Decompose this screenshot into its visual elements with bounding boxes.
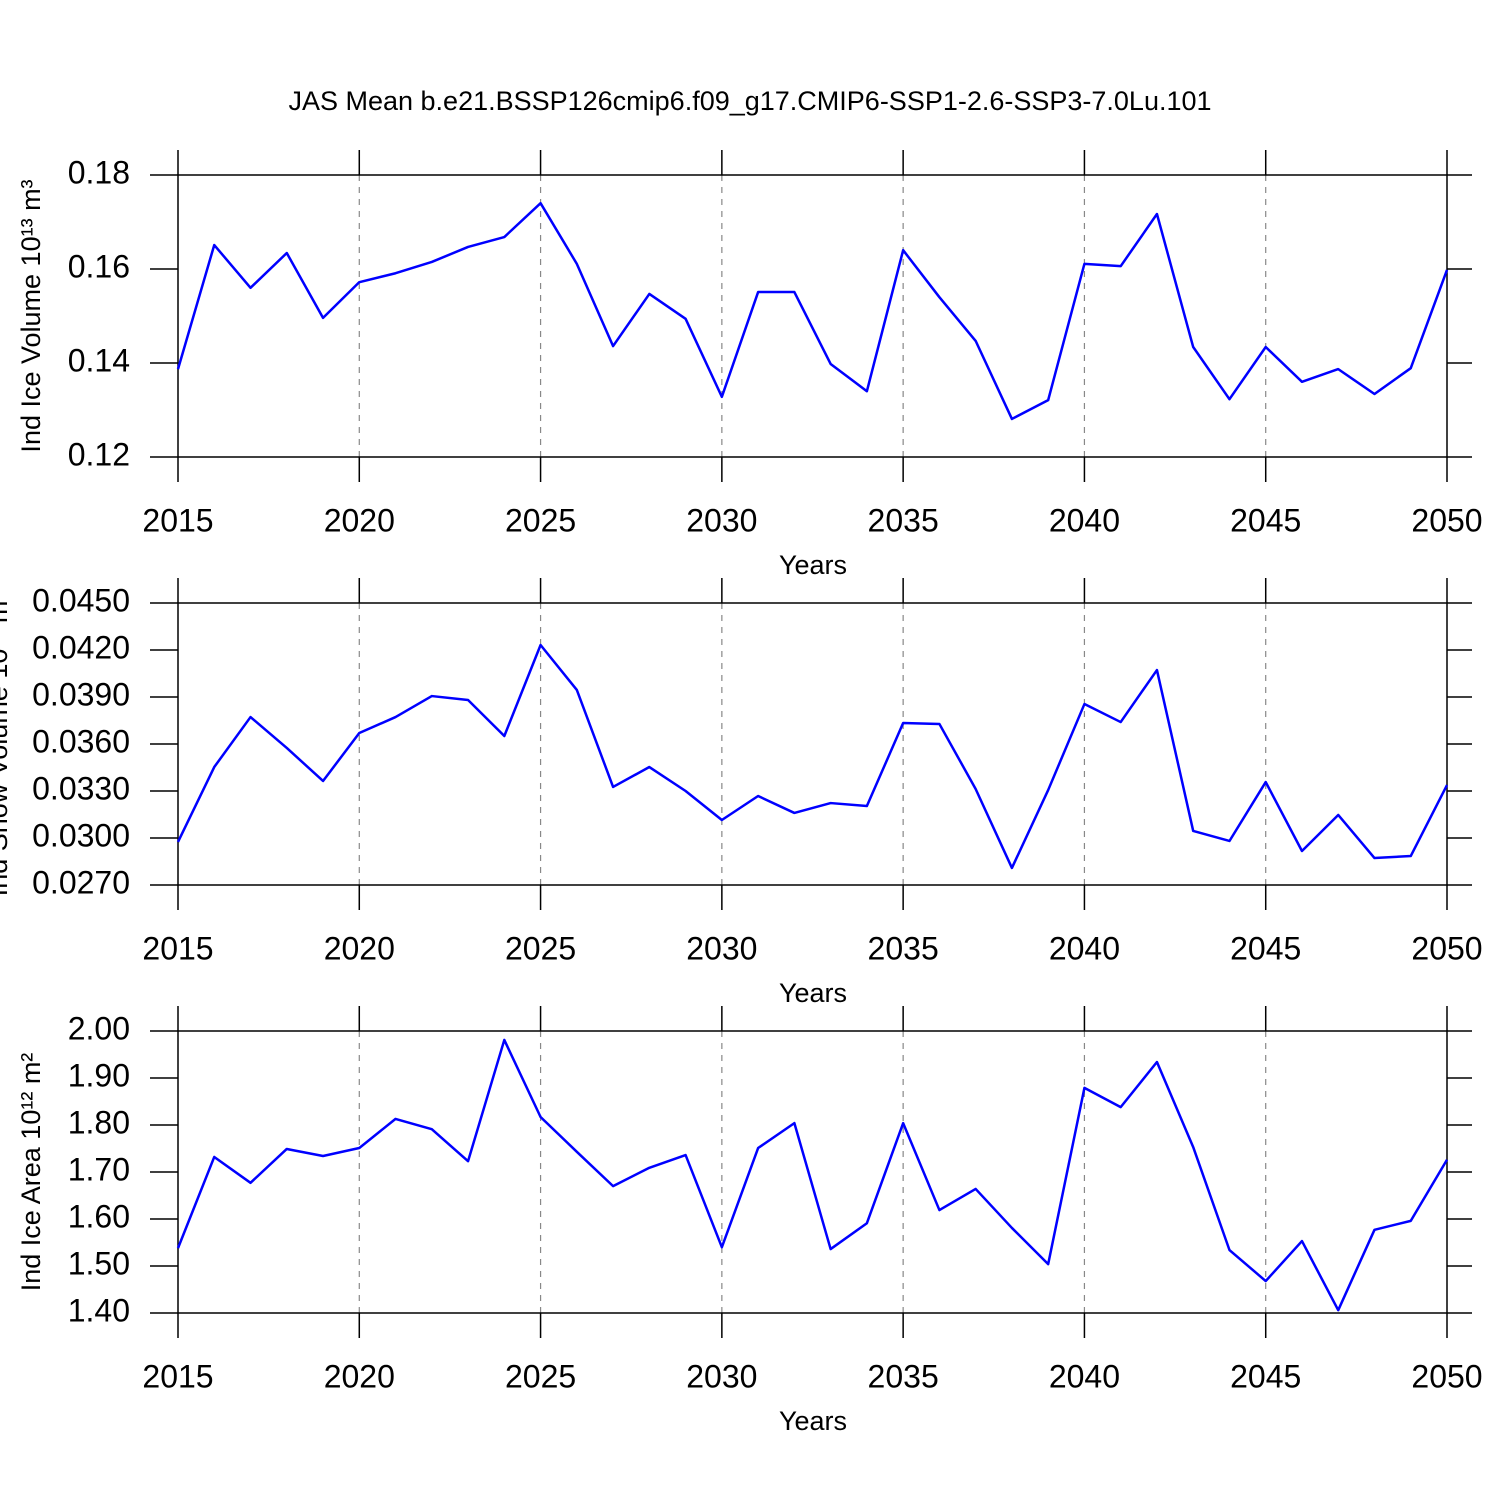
y-tick-label: 1.70: [68, 1151, 130, 1187]
data-line: [176, 643, 1449, 870]
y-tick-label: 2.00: [68, 1010, 130, 1046]
x-tick-label: 2045: [1230, 502, 1301, 538]
x-tick-label: 2040: [1049, 1358, 1120, 1394]
plot-frame: [177, 1030, 1448, 1314]
panel: 2015 2020 2025 2030 2035 2040 2045 2050 0.12 0.14…: [16, 150, 1483, 580]
x-axis-label: Years: [779, 1406, 847, 1436]
y-tick-label: 0.14: [68, 342, 130, 378]
x-tick-label: 2045: [1230, 1358, 1301, 1394]
y-tick-label: 0.0420: [32, 629, 130, 665]
x-axis-label: Years: [779, 550, 847, 580]
x-tick-label: 2050: [1411, 1358, 1482, 1394]
y-axis-label: Ind Ice Area 10¹² m²: [16, 1053, 46, 1292]
x-tick-label: 2040: [1049, 502, 1120, 538]
x-tick-label: 2035: [868, 502, 939, 538]
x-tick-label: 2020: [324, 502, 395, 538]
x-tick-label: 2030: [686, 502, 757, 538]
data-line: [176, 1038, 1449, 1312]
y-tick-label: 1.80: [68, 1104, 130, 1140]
y-tick-label: 0.0390: [32, 676, 130, 712]
x-tick-label: 2015: [142, 1358, 213, 1394]
y-tick-label: 0.0360: [32, 723, 130, 759]
y-tick-label: 0.0330: [32, 770, 130, 806]
y-tick-label: 0.0300: [32, 817, 130, 853]
y-tick-label: 0.12: [68, 436, 130, 472]
panel: 2015 2020 2025 2030 2035 2040 2045 2050 0.0270 0.…: [0, 578, 1483, 1008]
x-tick-label: 2035: [868, 1358, 939, 1394]
x-tick-label: 2025: [505, 930, 576, 966]
x-tick-label: 2015: [142, 502, 213, 538]
x-tick-label: 2030: [686, 1358, 757, 1394]
plot-frame: [177, 602, 1448, 886]
y-tick-label: 1.40: [68, 1292, 130, 1328]
x-tick-label: 2035: [868, 930, 939, 966]
x-tick-label: 2050: [1411, 502, 1482, 538]
x-tick-label: 2020: [324, 930, 395, 966]
x-tick-label: 2020: [324, 1358, 395, 1394]
y-axis-label: Ind Snow Volume 10¹³ m³: [0, 592, 13, 897]
x-tick-label: 2025: [505, 1358, 576, 1394]
y-tick-label: 0.0270: [32, 864, 130, 900]
x-tick-label: 2040: [1049, 930, 1120, 966]
plot-frame: [177, 174, 1448, 458]
x-tick-label: 2045: [1230, 930, 1301, 966]
x-tick-label: 2030: [686, 930, 757, 966]
x-tick-label: 2015: [142, 930, 213, 966]
y-tick-label: 0.0450: [32, 582, 130, 618]
y-tick-label: 0.18: [68, 154, 130, 190]
y-tick-label: 1.90: [68, 1057, 130, 1093]
chart-title: JAS Mean b.e21.BSSP126cmip6.f09_g17.CMIP…: [288, 86, 1211, 116]
y-tick-label: 1.60: [68, 1198, 130, 1234]
panel: 2015 2020 2025 2030 2035 2040 2045 2050 1.40 1.50…: [16, 1006, 1483, 1436]
y-tick-label: 0.16: [68, 248, 130, 284]
data-line: [176, 201, 1449, 421]
x-axis-label: Years: [779, 978, 847, 1008]
x-tick-label: 2050: [1411, 930, 1482, 966]
y-axis-label: Ind Ice Volume 10¹³ m³: [16, 179, 46, 452]
y-tick-label: 1.50: [68, 1245, 130, 1281]
x-tick-label: 2025: [505, 502, 576, 538]
